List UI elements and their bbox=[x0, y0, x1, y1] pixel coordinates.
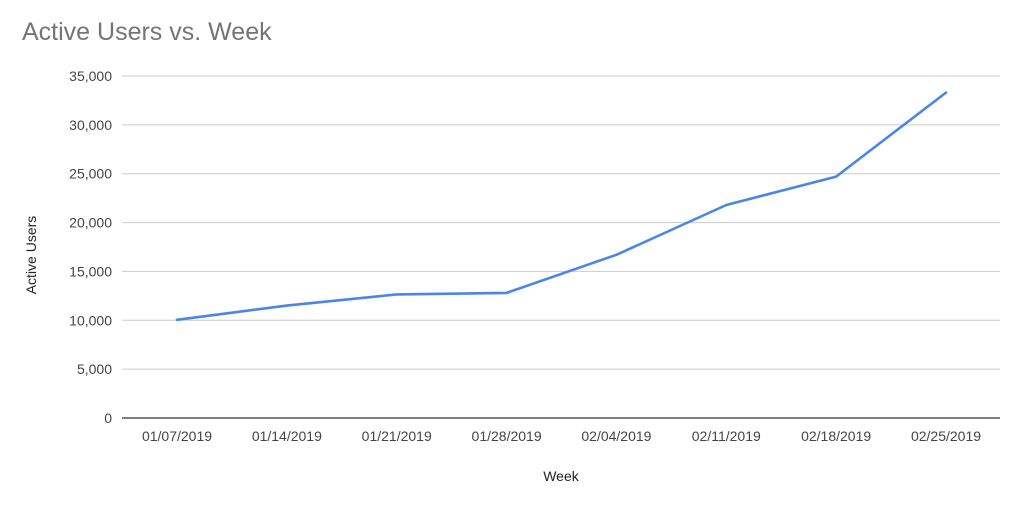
x-tick-label: 01/28/2019 bbox=[472, 428, 542, 444]
y-tick-label: 20,000 bbox=[69, 215, 112, 231]
y-tick-label: 10,000 bbox=[69, 312, 112, 328]
y-tick-label: 35,000 bbox=[69, 68, 112, 84]
x-tick-label: 02/25/2019 bbox=[911, 428, 981, 444]
y-tick-label: 30,000 bbox=[69, 117, 112, 133]
y-axis-label: Active Users bbox=[23, 216, 39, 295]
series-line bbox=[175, 91, 948, 322]
x-tick-label: 01/21/2019 bbox=[362, 428, 432, 444]
x-tick-label: 02/11/2019 bbox=[692, 428, 761, 444]
x-tick-label: 02/18/2019 bbox=[801, 428, 871, 444]
gridlines bbox=[122, 75, 1000, 370]
x-tick-label: 01/14/2019 bbox=[252, 428, 322, 444]
x-axis-ticks: 01/07/2019 01/14/2019 01/21/2019 01/28/2019… bbox=[142, 428, 981, 444]
x-axis-label: Week bbox=[543, 468, 580, 484]
y-tick-label: 15,000 bbox=[69, 263, 112, 279]
y-tick-label: 0 bbox=[104, 410, 112, 426]
series-group bbox=[175, 91, 948, 322]
chart-title: Active Users vs. Week bbox=[22, 18, 272, 46]
x-tick-label: 01/07/2019 bbox=[142, 428, 212, 444]
y-tick-label: 5,000 bbox=[77, 361, 112, 377]
y-tick-label: 25,000 bbox=[69, 166, 112, 182]
y-axis-ticks: 0 5,000 10,000 15,000 20,000 25,000 30,000 35,0… bbox=[69, 68, 112, 426]
x-tick-label: 02/04/2019 bbox=[581, 428, 651, 444]
